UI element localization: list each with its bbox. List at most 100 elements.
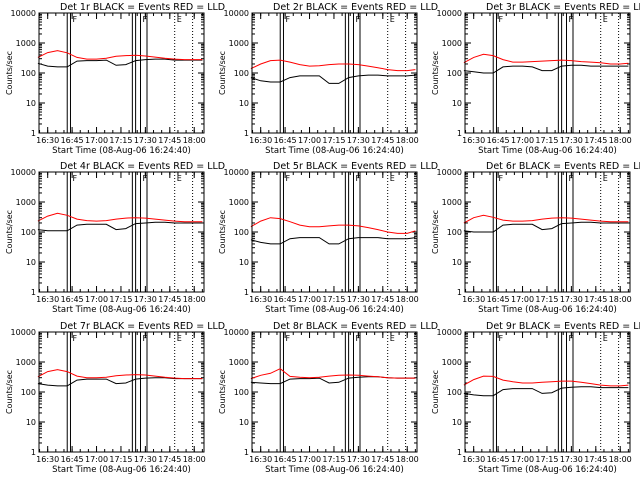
flag-label: E	[177, 334, 182, 343]
x-tick-label: 17:15	[322, 136, 345, 145]
lld-series-line	[37, 50, 203, 61]
y-tick-label: 1	[244, 129, 249, 138]
flag-label: F	[568, 334, 573, 343]
x-tick-label: 17:00	[511, 455, 534, 464]
x-axis-label: Start Time (08-Aug-06 16:24:40)	[52, 146, 191, 156]
plot-frame	[464, 12, 631, 134]
x-tick-label: 18:00	[396, 136, 419, 145]
y-axis-label: Counts/sec	[5, 51, 14, 95]
x-tick-label: 17:30	[347, 295, 370, 304]
y-tick-label: 10000	[224, 9, 249, 18]
events-series-line	[463, 221, 629, 233]
y-tick-label: 1	[244, 288, 249, 297]
flag-label: E	[177, 15, 182, 24]
panel-8: Det 8r BLACK = Events RED = LLD 1 10 100 100…	[218, 321, 438, 475]
x-tick-label: 17:00	[511, 136, 534, 145]
flag-label: F	[355, 334, 360, 343]
lld-series-line	[37, 212, 203, 223]
x-tick-label: 17:00	[85, 455, 108, 464]
plot-frame	[38, 12, 205, 134]
x-tick-label: 17:15	[535, 455, 558, 464]
y-axis-label: Counts/sec	[5, 370, 14, 414]
flag-label: F	[568, 174, 573, 183]
x-tick-label: 17:30	[560, 455, 583, 464]
x-tick-label: 16:45	[61, 136, 84, 145]
plot-frame	[464, 331, 631, 453]
flag-label: E	[177, 174, 182, 183]
x-tick-label: 17:15	[535, 295, 558, 304]
plot-frame	[464, 171, 631, 293]
events-series-line	[37, 377, 203, 387]
y-axis-label: Counts/sec	[218, 210, 227, 254]
y-axis-label: Counts/sec	[431, 370, 440, 414]
flag-label: F	[285, 334, 290, 343]
x-tick-label: 17:00	[85, 295, 108, 304]
x-tick-label: 16:30	[36, 136, 59, 145]
panel-5: Det 5r BLACK = Events RED = LLD 1 10 100 100…	[218, 161, 438, 315]
x-tick-label: 17:45	[371, 295, 394, 304]
y-tick-label: 10000	[224, 168, 249, 177]
flag-label: F	[498, 174, 503, 183]
flag-label: F	[142, 174, 147, 183]
y-tick-label: 1	[457, 448, 462, 457]
lld-series-line	[463, 214, 629, 224]
x-tick-label: 16:30	[462, 295, 485, 304]
x-tick-label: 16:30	[462, 455, 485, 464]
y-tick-label: 10	[26, 99, 36, 108]
lld-series-line	[463, 375, 629, 387]
x-tick-label: 16:30	[249, 295, 272, 304]
y-tick-label: 1000	[442, 198, 462, 207]
x-tick-label: 16:45	[487, 295, 510, 304]
flag-label: E	[390, 174, 395, 183]
y-tick-label: 100	[447, 388, 462, 397]
y-tick-label: 100	[234, 388, 249, 397]
flag-label: F	[72, 15, 77, 24]
x-tick-label: 16:45	[61, 455, 84, 464]
x-tick-label: 17:15	[535, 136, 558, 145]
x-tick-label: 17:45	[158, 455, 181, 464]
y-axis-label: Counts/sec	[218, 370, 227, 414]
y-tick-label: 100	[447, 69, 462, 78]
y-tick-label: 1	[244, 448, 249, 457]
x-tick-label: 17:30	[347, 136, 370, 145]
x-tick-label: 16:45	[487, 455, 510, 464]
lld-series-line	[250, 368, 416, 380]
flag-label: F	[285, 15, 290, 24]
x-tick-label: 17:45	[371, 136, 394, 145]
x-tick-label: 16:45	[487, 136, 510, 145]
flag-label: F	[498, 334, 503, 343]
y-tick-label: 1000	[229, 198, 249, 207]
flag-label: F	[498, 15, 503, 24]
flag-label: F	[355, 15, 360, 24]
y-axis-label: Counts/sec	[431, 51, 440, 95]
x-tick-label: 18:00	[609, 136, 632, 145]
x-tick-label: 16:30	[249, 136, 272, 145]
panel-2: Det 2r BLACK = Events RED = LLD 1 10 100 100…	[218, 2, 438, 156]
x-tick-label: 17:15	[322, 295, 345, 304]
flag-label: E	[390, 334, 395, 343]
x-tick-label: 18:00	[609, 455, 632, 464]
panel-4: Det 4r BLACK = Events RED = LLD 1 10 100 100…	[5, 161, 225, 315]
y-tick-label: 10000	[437, 168, 462, 177]
y-tick-label: 10	[239, 99, 249, 108]
x-tick-label: 17:15	[109, 455, 132, 464]
x-tick-label: 17:45	[158, 295, 181, 304]
x-tick-label: 18:00	[183, 136, 206, 145]
y-tick-label: 10	[452, 418, 462, 427]
x-tick-label: 17:45	[584, 136, 607, 145]
y-tick-label: 1	[31, 448, 36, 457]
x-tick-label: 18:00	[396, 295, 419, 304]
x-tick-label: 17:30	[134, 136, 157, 145]
y-tick-label: 100	[21, 228, 36, 237]
y-tick-label: 1000	[16, 198, 36, 207]
x-tick-label: 16:30	[462, 136, 485, 145]
x-tick-label: 16:45	[61, 295, 84, 304]
flag-label: F	[142, 15, 147, 24]
panel-title: Det 6r BLACK = Events RED = LLD	[486, 161, 640, 172]
x-axis-label: Start Time (08-Aug-06 16:24:40)	[265, 465, 404, 475]
y-tick-label: 100	[21, 69, 36, 78]
x-tick-label: 16:45	[274, 136, 297, 145]
panel-title: Det 2r BLACK = Events RED = LLD	[273, 2, 438, 13]
y-tick-label: 100	[234, 228, 249, 237]
